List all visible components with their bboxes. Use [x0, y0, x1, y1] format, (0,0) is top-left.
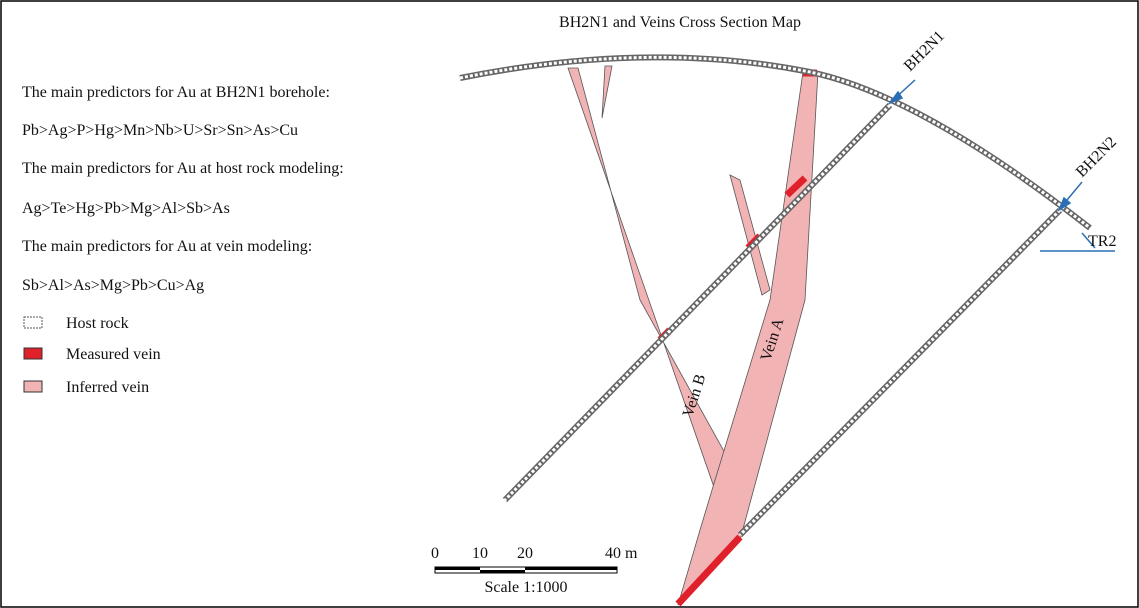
- scale-tick: 40 m: [605, 545, 638, 562]
- scale-bar: [435, 567, 617, 573]
- predictor-heading: The main predictors for Au at host rock …: [22, 160, 344, 177]
- legend-label: Inferred vein: [66, 379, 149, 396]
- scale-caption: Scale 1:1000: [484, 579, 567, 596]
- predictor-sequence: Sb>Al>As>Mg>Pb>Cu>Ag: [22, 277, 204, 294]
- predictor-sequence: Ag>Te>Hg>Pb>Mg>Al>Sb>As: [22, 200, 230, 217]
- trench-label: TR2: [1088, 233, 1116, 250]
- predictor-sequence: Pb>Ag>P>Hg>Mn>Nb>U>Sr>Sn>As>Cu: [22, 122, 298, 139]
- scale-tick: 20: [517, 545, 533, 562]
- map: BH2N1 and Veins Cross Section Map The ma…: [0, 0, 1139, 608]
- legend-swatch: [24, 317, 42, 328]
- map-title: BH2N1 and Veins Cross Section Map: [559, 14, 801, 31]
- legend-swatch: [24, 348, 42, 359]
- legend-label: Measured vein: [66, 346, 161, 363]
- predictor-heading: The main predictors for Au at vein model…: [22, 238, 312, 255]
- predictor-heading: The main predictors for Au at BH2N1 bore…: [22, 84, 330, 101]
- legend-swatch: [24, 381, 42, 392]
- legend-label: Host rock: [66, 315, 129, 332]
- scale-tick: 10: [472, 545, 488, 562]
- scale-tick: 0: [431, 545, 439, 562]
